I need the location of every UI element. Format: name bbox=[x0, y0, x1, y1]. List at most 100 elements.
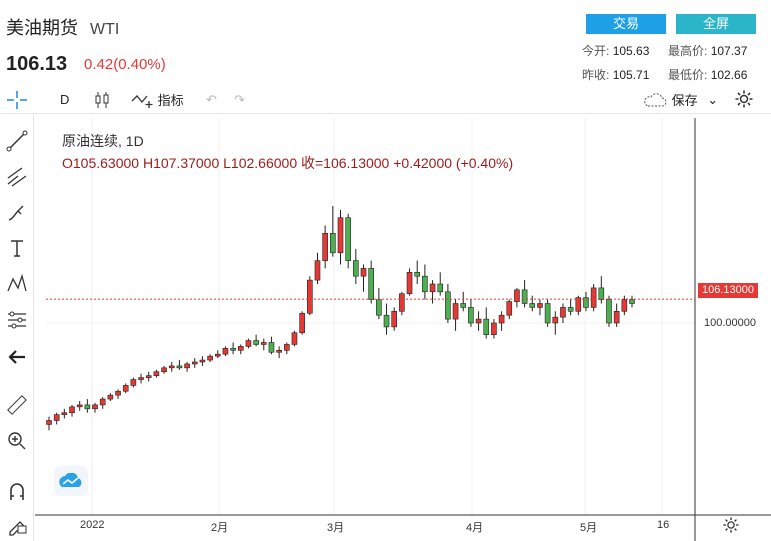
stat-high-label: 最高价: bbox=[668, 44, 708, 58]
candle-body bbox=[276, 349, 282, 353]
drawing-toolbar bbox=[0, 114, 34, 541]
stat-prevclose-label: 昨收: bbox=[582, 68, 610, 82]
candle-body bbox=[498, 314, 505, 324]
x-tick-label: 2月 bbox=[211, 522, 229, 534]
candle-body bbox=[99, 398, 106, 406]
candle-body bbox=[422, 275, 428, 293]
back-arrow-icon[interactable] bbox=[4, 344, 30, 370]
candle-body bbox=[337, 217, 344, 254]
indicators-button[interactable]: 指标 bbox=[130, 90, 184, 109]
instrument-code: WTI bbox=[90, 21, 120, 38]
candle-body bbox=[621, 299, 628, 312]
candle-body bbox=[629, 299, 635, 304]
candle-body bbox=[168, 365, 175, 369]
axis-settings-icon[interactable] bbox=[722, 516, 740, 539]
candle-body bbox=[460, 303, 467, 308]
y-tick-label: 100.00000 bbox=[704, 317, 756, 329]
candle-body bbox=[606, 299, 612, 324]
candle-body bbox=[184, 363, 190, 369]
candle-body bbox=[161, 367, 167, 373]
candle-body bbox=[107, 394, 114, 400]
x-tick-label: 16 bbox=[657, 519, 670, 531]
pattern-icon[interactable] bbox=[4, 271, 30, 297]
stat-high: 最高价: 107.37 bbox=[668, 42, 747, 59]
candle-body bbox=[268, 342, 275, 353]
instrument-title: 美油期货 WTI bbox=[6, 14, 119, 40]
redo-icon[interactable]: ↷ bbox=[234, 92, 245, 107]
candle-body bbox=[368, 268, 374, 300]
candle-body bbox=[452, 303, 459, 320]
candle-body bbox=[145, 375, 152, 378]
candle-body bbox=[191, 361, 198, 365]
ruler-icon[interactable] bbox=[4, 392, 30, 418]
candle-body bbox=[406, 271, 413, 295]
stat-high-value: 107.37 bbox=[710, 44, 748, 58]
x-tick-label: 5月 bbox=[580, 522, 598, 534]
chevron-down-icon[interactable]: ⌄ bbox=[707, 91, 719, 107]
magnet-icon[interactable] bbox=[4, 478, 30, 504]
candle-body bbox=[314, 260, 321, 281]
candle-body bbox=[153, 371, 160, 376]
candle-body bbox=[414, 271, 421, 277]
instrument-name: 美油期货 bbox=[6, 18, 78, 38]
candle-body bbox=[514, 289, 520, 302]
tradingview-logo-icon bbox=[59, 473, 82, 487]
trendline-icon[interactable] bbox=[4, 128, 30, 154]
stat-low-label: 最低价: bbox=[668, 68, 708, 82]
candle-body bbox=[207, 355, 213, 361]
interval-selector[interactable]: D bbox=[60, 92, 70, 107]
candle-body bbox=[61, 412, 68, 415]
lock-drawing-icon[interactable] bbox=[4, 512, 30, 538]
candle-body bbox=[69, 406, 75, 414]
candle-body bbox=[590, 287, 597, 308]
candle-body bbox=[613, 310, 620, 324]
candle-body bbox=[237, 346, 244, 351]
fullscreen-button[interactable]: 全屏 bbox=[676, 14, 756, 34]
candle-body bbox=[483, 318, 490, 336]
candle-body bbox=[399, 293, 405, 312]
candle-body bbox=[46, 420, 52, 425]
brand-logo bbox=[54, 466, 88, 496]
candle-body bbox=[468, 307, 474, 324]
indicator-icon bbox=[131, 94, 153, 108]
candle-body bbox=[560, 307, 566, 318]
x-tick-label: 4月 bbox=[466, 522, 484, 534]
stat-prevclose: 昨收: 105.71 bbox=[582, 66, 649, 83]
save-button[interactable]: 保存 ⌄ bbox=[642, 90, 718, 109]
chart-symbol-legend[interactable]: 原油连续, 1D bbox=[62, 133, 144, 149]
candle-body bbox=[322, 233, 328, 261]
parallel-channel-icon[interactable] bbox=[4, 164, 30, 190]
candle-body bbox=[307, 279, 313, 314]
candle-body bbox=[199, 359, 206, 363]
candle-body bbox=[575, 297, 582, 312]
candle-body bbox=[115, 390, 121, 396]
stat-prevclose-value: 105.71 bbox=[612, 68, 650, 82]
candle-style-icon[interactable] bbox=[94, 90, 110, 113]
candle-body bbox=[475, 318, 482, 324]
candle-body bbox=[84, 404, 91, 410]
brush-icon[interactable] bbox=[4, 200, 30, 226]
undo-icon[interactable]: ↶ bbox=[206, 92, 217, 107]
x-tick-label: 3月 bbox=[327, 522, 345, 534]
candle-body bbox=[122, 385, 129, 392]
stat-open: 今开: 105.63 bbox=[582, 42, 649, 59]
indicators-label: 指标 bbox=[157, 93, 184, 108]
candle-body bbox=[130, 379, 137, 386]
trade-button[interactable]: 交易 bbox=[586, 14, 666, 34]
crosshair-icon[interactable] bbox=[6, 90, 28, 113]
candle-body bbox=[291, 332, 298, 345]
settings-gear-icon[interactable] bbox=[734, 89, 754, 112]
last-price: 106.13 bbox=[6, 53, 68, 75]
zoom-in-icon[interactable] bbox=[4, 428, 30, 454]
candle-body bbox=[506, 301, 513, 316]
candle-body bbox=[214, 353, 221, 357]
candle-body bbox=[521, 289, 528, 304]
candle-body bbox=[299, 312, 305, 334]
text-tool-icon[interactable] bbox=[4, 235, 30, 261]
fib-tool-icon[interactable] bbox=[4, 307, 30, 333]
candle-body bbox=[598, 287, 605, 300]
candle-body bbox=[552, 316, 559, 324]
candle-body bbox=[92, 404, 98, 410]
candle-body bbox=[491, 322, 497, 335]
